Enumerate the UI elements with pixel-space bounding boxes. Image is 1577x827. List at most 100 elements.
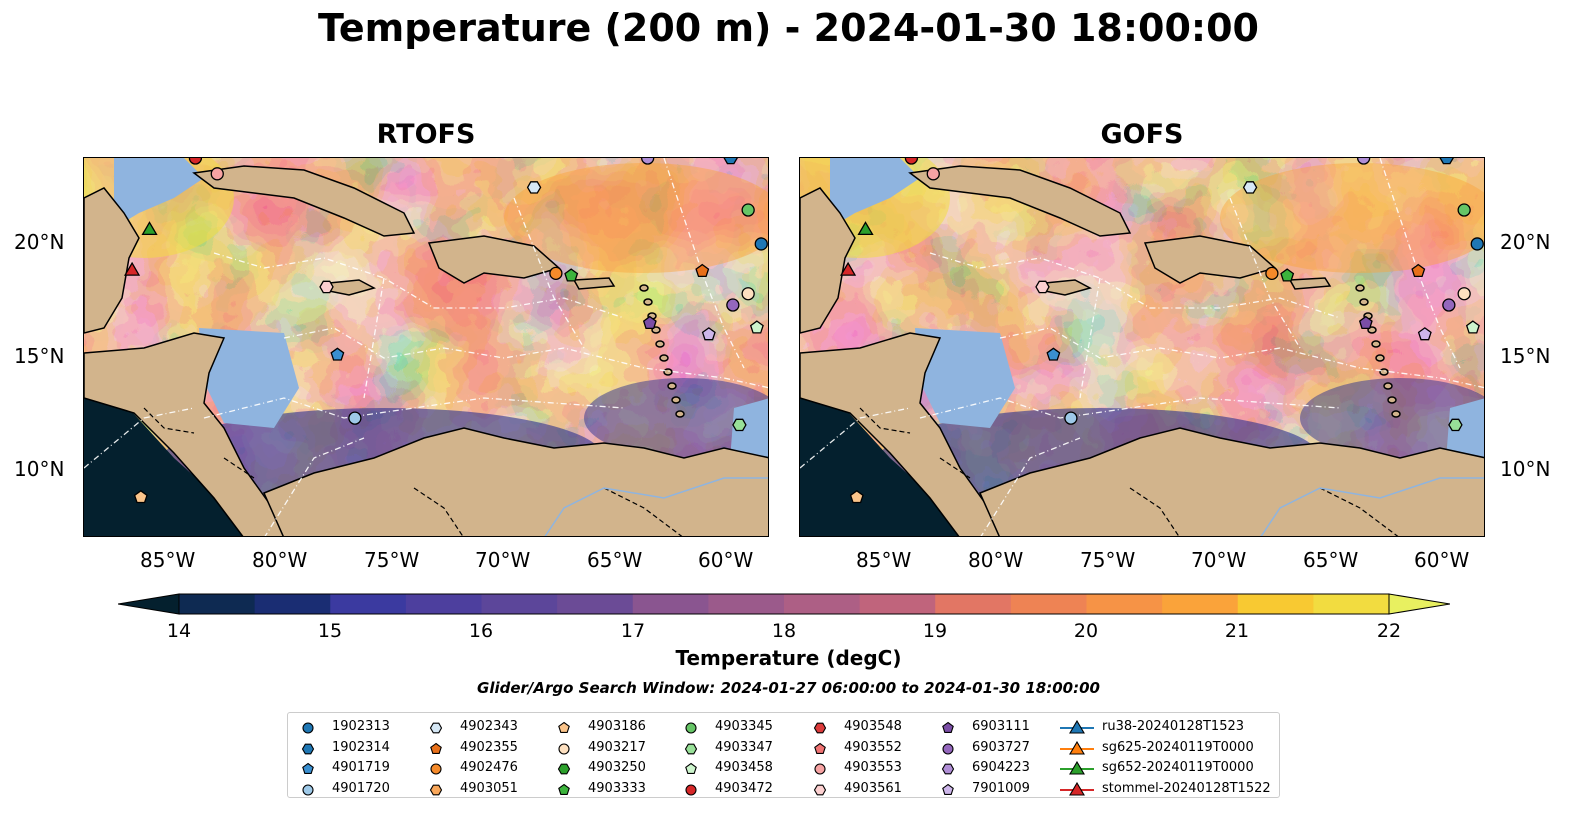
float-marker [526, 181, 542, 194]
legend-label: 4902476 [460, 760, 518, 775]
colorbar-bin [708, 594, 785, 614]
land-island [1383, 382, 1393, 390]
land-island [671, 396, 681, 404]
legend-label: 4903186 [588, 719, 646, 734]
colorbar-bin [1162, 594, 1239, 614]
legend-label: 4902355 [460, 739, 518, 755]
float-marker [564, 268, 579, 282]
lat-tick-label: 20°N [14, 230, 65, 254]
legend-marker-icon [684, 743, 698, 754]
colorbar-tick: 19 [922, 620, 948, 642]
colorbar-tick: 16 [468, 620, 494, 642]
colorbar-bin [1010, 594, 1087, 614]
float-marker [641, 158, 655, 165]
national-border [143, 407, 683, 536]
legend-marker-icon [558, 783, 570, 795]
land-central-america [84, 332, 294, 536]
eez-boundary [1229, 197, 1301, 349]
colorbar-extend-low [117, 593, 180, 615]
colorbar-tick: 18 [771, 620, 797, 642]
legend-marker-icon [814, 742, 826, 754]
land-island [1375, 354, 1385, 362]
colorbar-bin [1086, 594, 1163, 614]
land-island [1359, 298, 1369, 306]
land-island [675, 410, 685, 418]
legend-label: 6904223 [972, 760, 1030, 775]
land-island [639, 284, 649, 292]
float-marker [926, 167, 940, 181]
lon-tick-label: 60°W [1414, 548, 1470, 572]
eez-boundary [999, 327, 1484, 389]
lat-tick-label: 10°N [1500, 457, 1551, 481]
lon-tick-label: 65°W [1303, 548, 1359, 572]
land-hispaniola [427, 235, 561, 284]
float-marker [1046, 347, 1061, 361]
eez-boundary [203, 397, 625, 419]
float-marker [754, 237, 768, 251]
legend-label: 4903217 [588, 739, 646, 755]
float-marker [319, 280, 334, 294]
legend-marker-icon [813, 722, 827, 734]
float-marker [348, 411, 362, 425]
float-marker [330, 347, 345, 361]
float-marker [1465, 320, 1480, 334]
float-marker [749, 320, 764, 334]
float-marker [1411, 263, 1426, 278]
float-marker [1457, 203, 1471, 217]
eez-boundary [980, 437, 1081, 536]
colorbar-tick: 14 [166, 620, 192, 642]
colorbar-label: Temperature (degC) [675, 646, 902, 670]
legend-label: 4903472 [715, 780, 773, 796]
float-marker [1439, 158, 1454, 165]
legend-marker-icon [685, 783, 697, 796]
legend-marker-icon [430, 763, 442, 775]
float-marker [849, 489, 864, 504]
land-hispaniola [1143, 235, 1277, 284]
lon-tick-label: 70°W [475, 548, 531, 572]
float-marker [732, 418, 747, 432]
legend-label: 4903345 [715, 719, 773, 734]
float-marker [1242, 181, 1258, 194]
legend-marker-icon [814, 763, 826, 775]
colorbar-tick: 22 [1376, 620, 1402, 642]
colorbar-tick: 17 [620, 620, 646, 642]
float-marker [1035, 280, 1050, 294]
legend: 1902313 1902314 4901719 4901720 4902343 49023… [287, 712, 1280, 798]
lat-tick-label: 15°N [14, 344, 65, 368]
legend-marker-icon [942, 721, 954, 733]
float-marker [1357, 158, 1371, 165]
lon-tick-label: 85°W [856, 548, 912, 572]
float-marker [1417, 327, 1432, 341]
float-marker [642, 315, 657, 330]
legend-marker-icon [1060, 720, 1094, 734]
lon-tick-label: 75°W [364, 548, 420, 572]
legend-marker-icon [557, 763, 571, 775]
pacific-water [800, 393, 973, 536]
float-marker [741, 203, 755, 217]
land-island [667, 382, 677, 390]
warm-region [1220, 163, 1484, 273]
colorbar-bin [859, 594, 936, 614]
pacific-water [84, 393, 257, 536]
float-marker [1448, 418, 1463, 432]
float-marker [701, 327, 716, 341]
lon-tick-label: 80°W [252, 548, 308, 572]
land-puerto-rico [1288, 277, 1332, 290]
float-marker [726, 298, 740, 312]
legend-label: 4903347 [715, 739, 773, 755]
float-marker [1265, 266, 1279, 281]
lon-tick-label: 70°W [1191, 548, 1247, 572]
rtofs-panel-title: RTOFS [376, 119, 476, 150]
land-island [1379, 368, 1389, 376]
legend-marker-icon [942, 742, 954, 755]
colorbar-tick: 15 [317, 620, 343, 642]
legend-marker-icon [813, 784, 827, 795]
float-marker [210, 167, 224, 181]
colorbar-bin [1313, 594, 1390, 614]
glider-marker [857, 221, 874, 236]
eez-boundary [663, 158, 745, 369]
land-central-america [800, 332, 1010, 536]
float-marker [133, 489, 148, 504]
legend-label: 6903111 [972, 719, 1030, 734]
legend-marker-icon [685, 762, 697, 774]
